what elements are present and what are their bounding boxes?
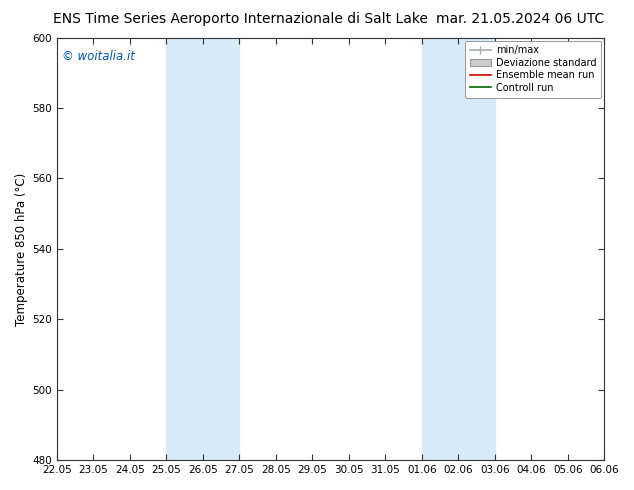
Text: © woitalia.it: © woitalia.it [62, 50, 135, 63]
Bar [166, 38, 239, 460]
Text: mar. 21.05.2024 06 UTC: mar. 21.05.2024 06 UTC [436, 12, 604, 26]
Bar [422, 38, 495, 460]
Y-axis label: Temperature 850 hPa (°C): Temperature 850 hPa (°C) [15, 172, 28, 325]
Text: ENS Time Series Aeroporto Internazionale di Salt Lake: ENS Time Series Aeroporto Internazionale… [53, 12, 429, 26]
Legend: min/max, Deviazione standard, Ensemble mean run, Controll run: min/max, Deviazione standard, Ensemble m… [465, 41, 601, 98]
